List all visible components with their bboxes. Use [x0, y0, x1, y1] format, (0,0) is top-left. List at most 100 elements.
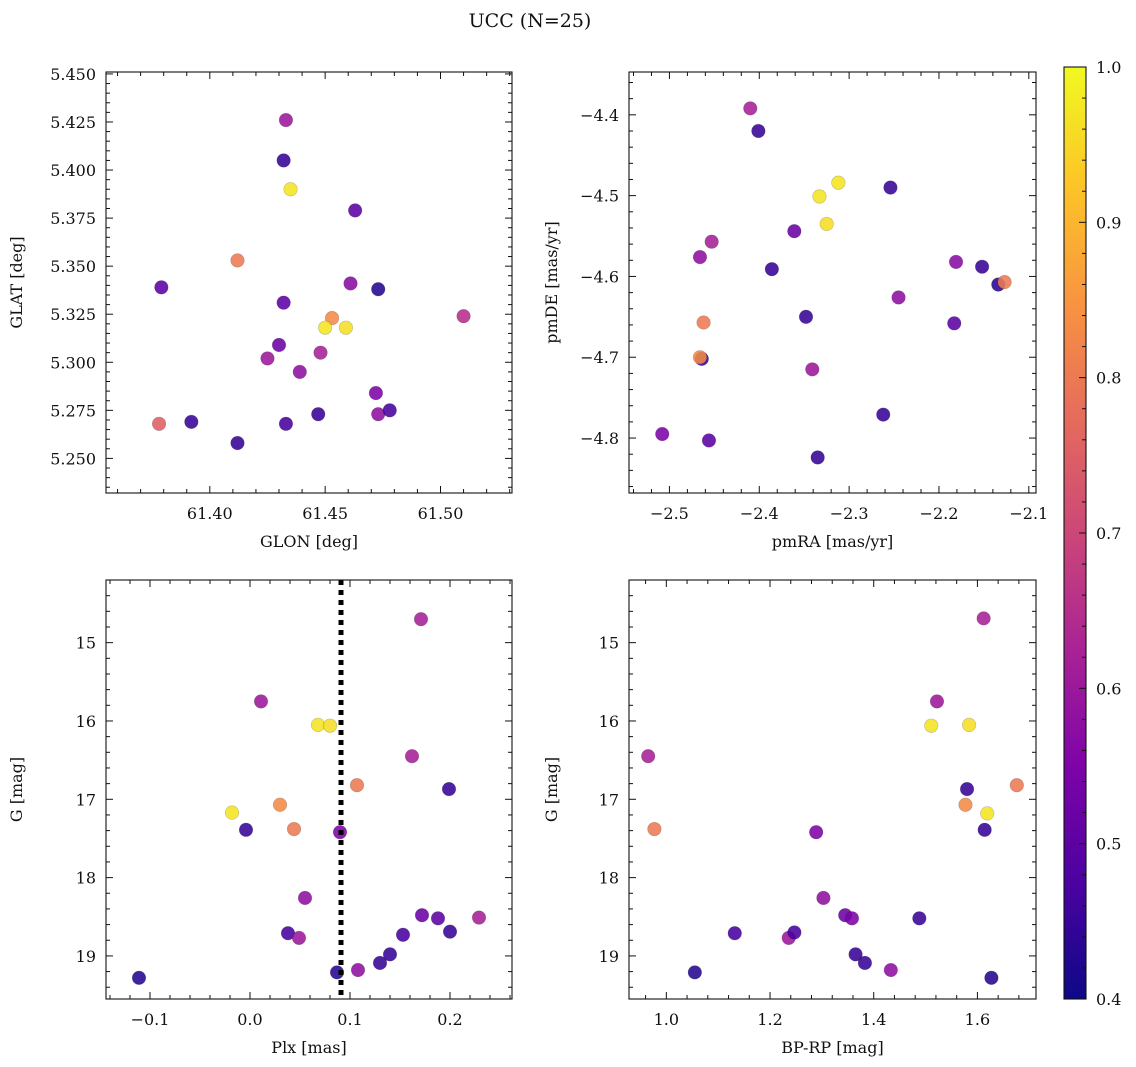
figure-title: UCC (N=25) [469, 10, 592, 32]
scatter-panel-2: −2.5 −2.4 −2.3 −2.2 −2.1 −4.8 −4.7 −4.6 −4.5 −4.4… [542, 71, 1048, 551]
y-tick-label: 16 [76, 712, 96, 731]
x-tick-label: −2.2 [920, 504, 959, 523]
data-point [131, 970, 147, 985]
data-point [876, 407, 891, 422]
data-point [647, 821, 662, 837]
data-point [224, 805, 240, 820]
y-axis-label: pmDE [mas/yr] [542, 221, 561, 344]
x-tick-label: 1.0 [654, 1010, 679, 1029]
data-point [812, 189, 827, 204]
data-point [310, 717, 326, 732]
x-tick-label: −2.4 [740, 504, 779, 523]
y-tick-label: 5.275 [50, 401, 96, 420]
data-point [655, 426, 670, 442]
scatter-panel-3: −0.1 0.0 0.1 0.2 15 16 17 18 19 Plx [mas] G [mag] [7, 579, 513, 1057]
data-point [350, 962, 366, 978]
data-point [984, 970, 999, 985]
data-point [318, 320, 333, 335]
data-point [278, 112, 294, 128]
y-tick-label: 5.350 [50, 257, 96, 276]
data-point [343, 276, 358, 291]
x-tick-label: −2.1 [1009, 504, 1048, 523]
y-tick-label: 18 [76, 869, 96, 888]
data-point [442, 924, 458, 939]
data-point [962, 717, 977, 732]
colorbar-tick-label: 0.5 [1096, 835, 1121, 854]
x-tick-label: 61.45 [302, 504, 348, 523]
data-point [184, 414, 199, 429]
y-tick-label: 19 [76, 947, 96, 966]
data-point [727, 926, 742, 941]
data-point [441, 782, 457, 797]
data-point [278, 416, 294, 431]
data-point [924, 718, 939, 733]
data-point [974, 259, 990, 274]
data-point [349, 778, 365, 793]
scatter-panel-4: 1.0 1.2 1.4 1.6 15 16 17 18 19 BP-RP [mag] G [mag] [542, 579, 1037, 1057]
data-point [272, 797, 288, 812]
data-point [382, 947, 398, 962]
data-point [1009, 778, 1024, 793]
y-tick-label: 5.300 [50, 353, 96, 372]
x-tick-label: 0.1 [337, 1010, 362, 1029]
y-axis-label: G [mag] [7, 757, 26, 822]
data-point [297, 890, 313, 906]
y-tick-label: 17 [599, 790, 619, 809]
data-point [271, 337, 287, 353]
data-point [368, 385, 383, 401]
data-point [980, 806, 995, 821]
data-point [404, 749, 420, 764]
colorbar-tick-label: 1.0 [1096, 58, 1121, 77]
y-tick-label: −4.5 [580, 187, 619, 206]
data-point [371, 282, 386, 297]
data-point [948, 254, 964, 269]
data-point [456, 309, 471, 324]
data-point [395, 927, 411, 942]
axes-frame [105, 71, 513, 494]
data-point [471, 910, 487, 925]
x-tick-label: 61.40 [187, 504, 233, 523]
y-tick-label: 5.375 [50, 209, 96, 228]
data-point [816, 890, 831, 906]
data-point [701, 433, 717, 448]
data-point [311, 407, 326, 422]
data-point [787, 224, 802, 239]
x-tick-label: 1.2 [757, 1010, 782, 1029]
colorbar-tick-label: 0.9 [1096, 213, 1121, 232]
x-tick-label: −0.1 [131, 1010, 170, 1029]
data-point [883, 962, 898, 978]
data-point [798, 309, 814, 324]
y-axis-label: G [mag] [542, 757, 561, 822]
colorbar: 0.4 0.5 0.6 0.7 0.8 0.9 1.0 [1063, 58, 1121, 1009]
data-point [764, 262, 779, 277]
data-point [977, 822, 992, 837]
data-point [743, 101, 758, 116]
data-point [912, 911, 927, 926]
y-tick-label: −4.4 [580, 106, 619, 125]
data-point [283, 182, 298, 197]
data-point [831, 175, 846, 190]
y-axis-label: GLAT [deg] [7, 236, 26, 328]
data-point [151, 416, 167, 431]
x-tick-label: −2.5 [650, 504, 689, 523]
data-point [292, 364, 307, 379]
x-tick-label: 0.2 [437, 1010, 462, 1029]
x-axis-label: pmRA [mas/yr] [772, 532, 894, 551]
data-point [413, 612, 429, 627]
data-point [322, 718, 338, 733]
data-point [313, 345, 328, 360]
data-point [291, 930, 307, 946]
x-tick-label: 1.4 [861, 1010, 886, 1029]
data-point [891, 290, 906, 305]
data-point [414, 908, 430, 923]
colorbar-tick-label: 0.8 [1096, 369, 1121, 388]
x-tick-label: 1.6 [965, 1010, 990, 1029]
data-point [641, 749, 656, 764]
data-point [276, 295, 291, 310]
data-point [348, 203, 363, 218]
data-point [976, 611, 991, 626]
y-tick-label: −4.8 [580, 429, 619, 448]
y-tick-label: 5.450 [50, 65, 96, 84]
data-point [260, 351, 275, 366]
